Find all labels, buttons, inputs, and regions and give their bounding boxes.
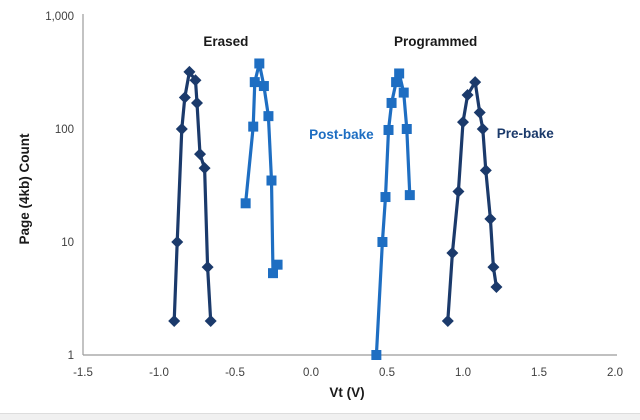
square-marker: [394, 68, 405, 79]
square-marker: [377, 237, 388, 247]
square-marker: [383, 124, 394, 135]
square-marker: [401, 124, 412, 134]
y-tick-label: 100: [55, 124, 74, 136]
square-marker: [240, 198, 251, 209]
x-tick-label: 2.0: [607, 367, 623, 379]
diamond-marker: [457, 116, 469, 129]
diamond-marker: [191, 96, 203, 109]
diamond-marker: [479, 164, 492, 177]
x-tick-label: -1.5: [73, 367, 93, 379]
diamond-marker: [189, 74, 202, 87]
series-erased-post-bake: [240, 58, 283, 279]
diamond-marker: [204, 314, 217, 327]
square-marker: [371, 350, 382, 360]
square-marker: [380, 192, 391, 203]
x-tick-label: 0.0: [303, 367, 319, 379]
diamond-marker: [194, 148, 207, 161]
y-tick-label: 1,000: [45, 11, 74, 23]
square-marker: [398, 87, 409, 98]
diamond-marker: [452, 185, 465, 198]
x-tick-label: 0.5: [379, 367, 395, 379]
diamond-marker: [168, 314, 181, 327]
square-marker: [404, 190, 415, 201]
diamond-marker: [484, 212, 497, 225]
annotations: Erased Programmed Post-bake Pre-bake: [203, 34, 554, 142]
square-marker: [248, 121, 259, 132]
annotation-erased: Erased: [203, 34, 248, 49]
x-axis-title: Vt (V): [329, 385, 364, 400]
diamond-marker: [198, 162, 211, 175]
square-marker: [272, 259, 283, 270]
square-marker: [258, 81, 269, 92]
x-tick-label: -0.5: [225, 367, 245, 379]
series-line: [172, 70, 213, 323]
series-programmed-pre-bake: [441, 76, 503, 327]
diamond-marker: [469, 76, 482, 89]
series-programmed-post-bake: [371, 68, 415, 360]
diamond-marker: [175, 123, 188, 135]
series-erased-pre-bake: [168, 65, 217, 327]
y-tick-label: 10: [61, 237, 74, 249]
y-tick-labels: 1 10 100 1,000: [45, 11, 74, 362]
square-marker: [391, 77, 402, 88]
square-marker: [268, 268, 278, 279]
square-marker: [249, 77, 260, 88]
diamond-marker: [490, 280, 503, 293]
series-line: [446, 80, 498, 323]
square-marker: [386, 97, 397, 108]
diamond-marker: [171, 236, 184, 248]
square-marker: [254, 58, 265, 69]
annotation-pre-bake: Pre-bake: [497, 126, 555, 141]
diamond-marker: [461, 88, 474, 101]
diamond-marker: [178, 91, 191, 104]
axes: [82, 14, 617, 356]
square-marker: [266, 175, 277, 186]
series-line: [244, 61, 280, 275]
annotation-programmed: Programmed: [394, 34, 477, 49]
diamond-marker: [446, 246, 459, 259]
diamond-marker: [476, 123, 489, 135]
diamond-marker: [487, 261, 500, 274]
x-tick-labels: -1.5 -1.0 -0.5 0.0 0.5 1.0 1.5 2.0: [73, 367, 623, 379]
diamond-marker: [183, 65, 196, 78]
page-background-strip: [0, 413, 640, 420]
series-line: [374, 71, 412, 357]
diamond-marker: [201, 261, 214, 274]
diamond-marker: [473, 106, 486, 119]
y-axis-title: Page (4kb) Count: [17, 133, 32, 245]
diamond-marker: [441, 314, 454, 327]
x-tick-label: -1.0: [149, 367, 169, 379]
square-marker: [263, 111, 274, 122]
x-tick-label: 1.0: [455, 367, 471, 379]
y-tick-label: 1: [68, 350, 74, 362]
annotation-post-bake: Post-bake: [309, 127, 374, 142]
x-tick-label: 1.5: [531, 367, 547, 379]
